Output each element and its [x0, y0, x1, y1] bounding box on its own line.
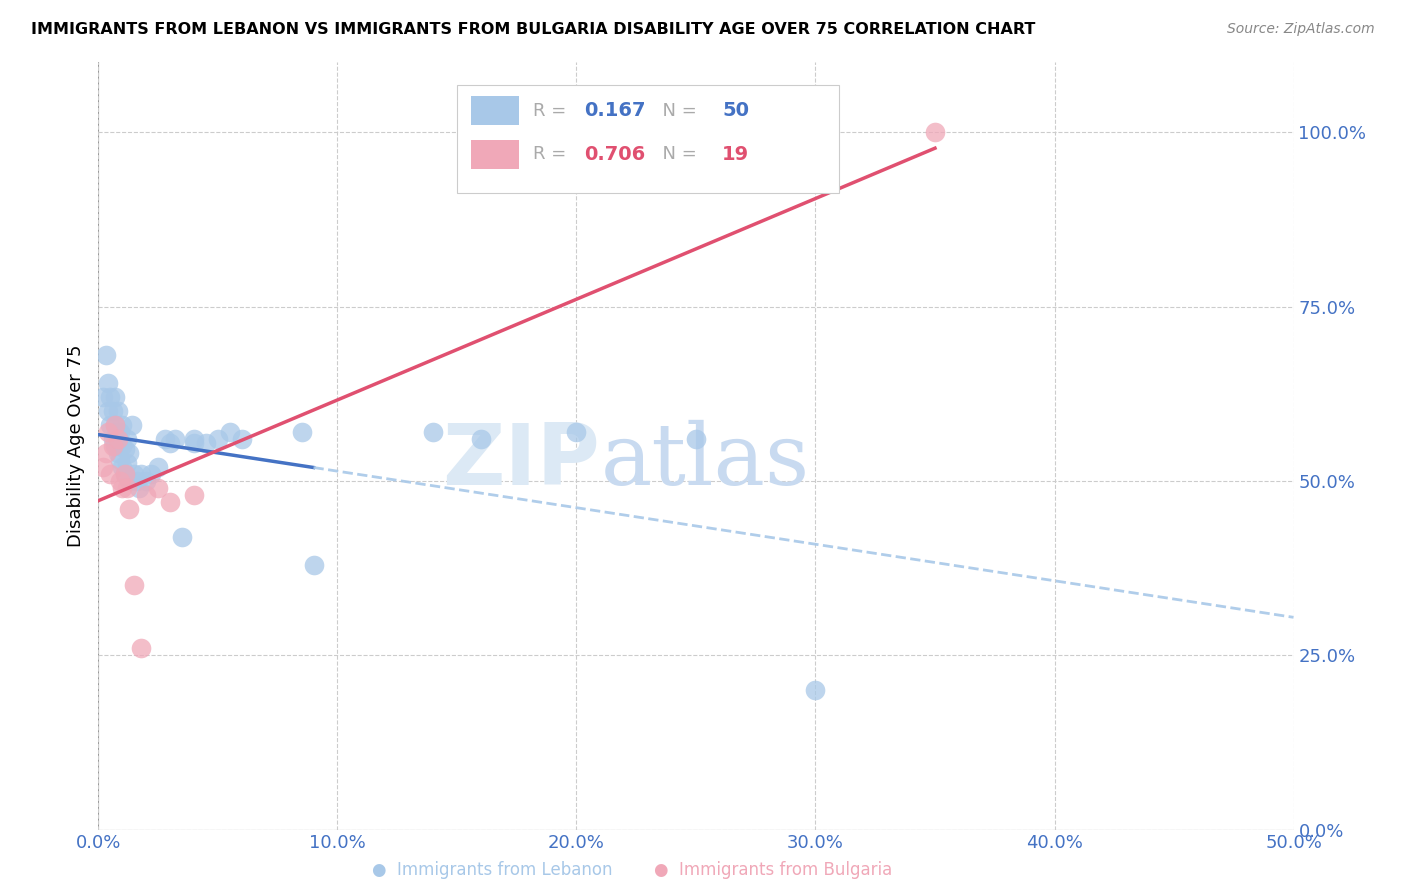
Point [107, 425, 129, 439]
Point [128, 481, 150, 495]
Point [98, 390, 122, 404]
Point [91, 390, 114, 404]
Text: N =: N = [651, 102, 702, 120]
Point [104, 390, 127, 404]
Point [107, 404, 129, 418]
Point [135, 488, 157, 502]
Point [139, 467, 162, 481]
Point [98, 467, 122, 481]
Point [115, 457, 138, 471]
Point [91, 459, 114, 474]
Point [804, 683, 827, 698]
Point [107, 432, 129, 446]
Point [131, 467, 153, 481]
Point [159, 435, 181, 450]
Point [422, 425, 444, 439]
Point [115, 432, 138, 446]
Text: 0.706: 0.706 [583, 145, 645, 164]
Text: Source: ZipAtlas.com: Source: ZipAtlas.com [1227, 22, 1375, 37]
Point [118, 474, 141, 488]
Point [565, 425, 588, 439]
Point [148, 481, 170, 495]
Text: R =: R = [533, 145, 572, 163]
Point [195, 435, 218, 450]
Bar [471, 140, 519, 169]
Point [108, 474, 131, 488]
Point [118, 446, 141, 460]
Text: ●  Immigrants from Lebanon: ● Immigrants from Lebanon [371, 861, 613, 879]
Point [111, 459, 134, 474]
Point [101, 439, 124, 453]
Point [98, 418, 122, 433]
Point [108, 453, 131, 467]
Point [131, 641, 153, 656]
Point [231, 432, 253, 446]
Point [183, 488, 205, 502]
Text: ●  Immigrants from Bulgaria: ● Immigrants from Bulgaria [654, 861, 893, 879]
Point [159, 495, 181, 509]
Point [135, 474, 157, 488]
Point [104, 418, 127, 433]
Point [114, 467, 136, 481]
Point [97, 425, 120, 439]
Text: N =: N = [651, 145, 702, 163]
Point [97, 376, 120, 391]
Point [183, 435, 205, 450]
Point [94, 446, 117, 460]
Point [97, 404, 120, 418]
Point [94, 348, 117, 362]
Point [114, 442, 136, 457]
Text: 0.167: 0.167 [583, 102, 645, 120]
Point [101, 432, 124, 446]
Text: R =: R = [533, 102, 572, 120]
Point [172, 530, 194, 544]
Point [101, 404, 124, 418]
Point [121, 418, 143, 433]
Point [124, 578, 146, 592]
Text: ZIP: ZIP [443, 420, 600, 503]
Text: IMMIGRANTS FROM LEBANON VS IMMIGRANTS FROM BULGARIA DISABILITY AGE OVER 75 CORRE: IMMIGRANTS FROM LEBANON VS IMMIGRANTS FR… [31, 22, 1035, 37]
Point [183, 432, 205, 446]
Point [111, 439, 134, 453]
FancyBboxPatch shape [457, 86, 839, 193]
Point [115, 481, 138, 495]
Point [104, 418, 127, 433]
Point [470, 432, 492, 446]
Point [155, 432, 177, 446]
Point [163, 432, 186, 446]
Point [108, 425, 131, 439]
Text: 19: 19 [723, 145, 749, 164]
Point [125, 474, 148, 488]
Point [207, 432, 229, 446]
Y-axis label: Disability Age Over 75: Disability Age Over 75 [66, 344, 84, 548]
Point [111, 418, 134, 433]
Point [118, 501, 141, 516]
Text: 50: 50 [723, 102, 749, 120]
Bar [471, 96, 519, 126]
Point [302, 558, 325, 572]
Point [114, 467, 136, 481]
Point [111, 481, 134, 495]
Point [104, 439, 127, 453]
Point [124, 467, 146, 481]
Text: atlas: atlas [600, 420, 810, 503]
Point [107, 446, 129, 460]
Point [685, 432, 707, 446]
Point [924, 125, 946, 139]
Point [291, 425, 314, 439]
Point [219, 425, 242, 439]
Point [148, 459, 170, 474]
